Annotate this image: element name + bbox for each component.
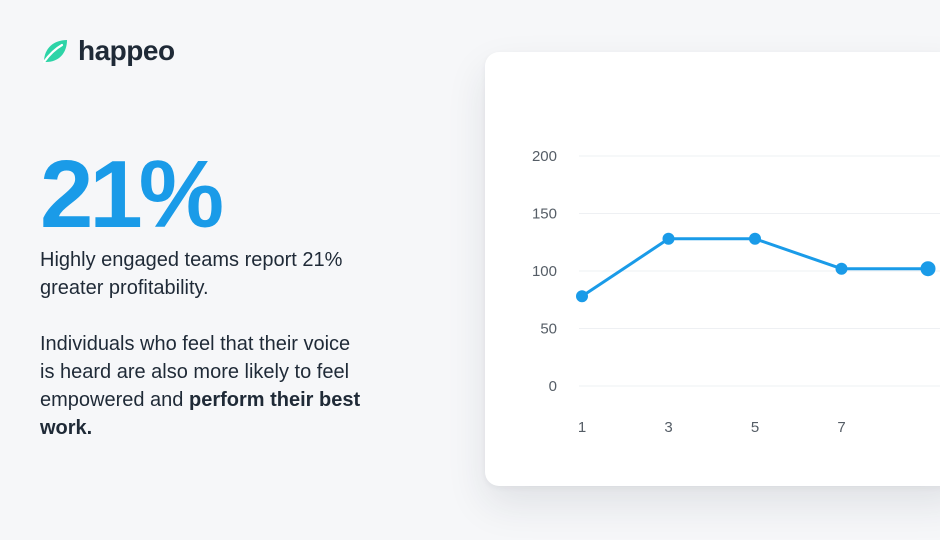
empowerment-text: Individuals who feel that their voice is… bbox=[40, 330, 370, 442]
data-point bbox=[749, 232, 761, 245]
empowerment-text-bold: perform their best work. bbox=[40, 389, 361, 439]
empowerment-text-regular: Individuals who feel that their voice is… bbox=[40, 333, 351, 411]
brand-name: happeo bbox=[78, 35, 175, 66]
data-point bbox=[576, 290, 588, 303]
y-tick-label: 200 bbox=[532, 148, 557, 165]
series-line bbox=[581, 237, 928, 298]
headline-stat: 21% bbox=[40, 141, 224, 248]
data-point bbox=[835, 262, 848, 275]
brand-logo: happeo bbox=[40, 36, 175, 66]
y-tick-label: 100 bbox=[532, 263, 557, 280]
y-tick-label: 150 bbox=[532, 206, 557, 223]
x-tick-label: 3 bbox=[664, 419, 672, 436]
x-tick-label: 1 bbox=[578, 419, 586, 436]
x-tick-label: 7 bbox=[837, 419, 845, 436]
y-tick-label: 50 bbox=[540, 321, 557, 338]
leaf-logo-icon bbox=[42, 40, 67, 64]
data-point bbox=[920, 261, 936, 277]
profitability-text: Highly engaged teams report 21% greater … bbox=[40, 249, 343, 299]
x-tick-label: 5 bbox=[751, 419, 759, 436]
y-tick-label: 0 bbox=[549, 378, 557, 395]
line-chart: 200 150 100 50 0 1 3 5 7 bbox=[532, 148, 940, 436]
data-point bbox=[662, 232, 675, 245]
chart-card: 200 150 100 50 0 1 3 5 7 bbox=[485, 52, 940, 486]
